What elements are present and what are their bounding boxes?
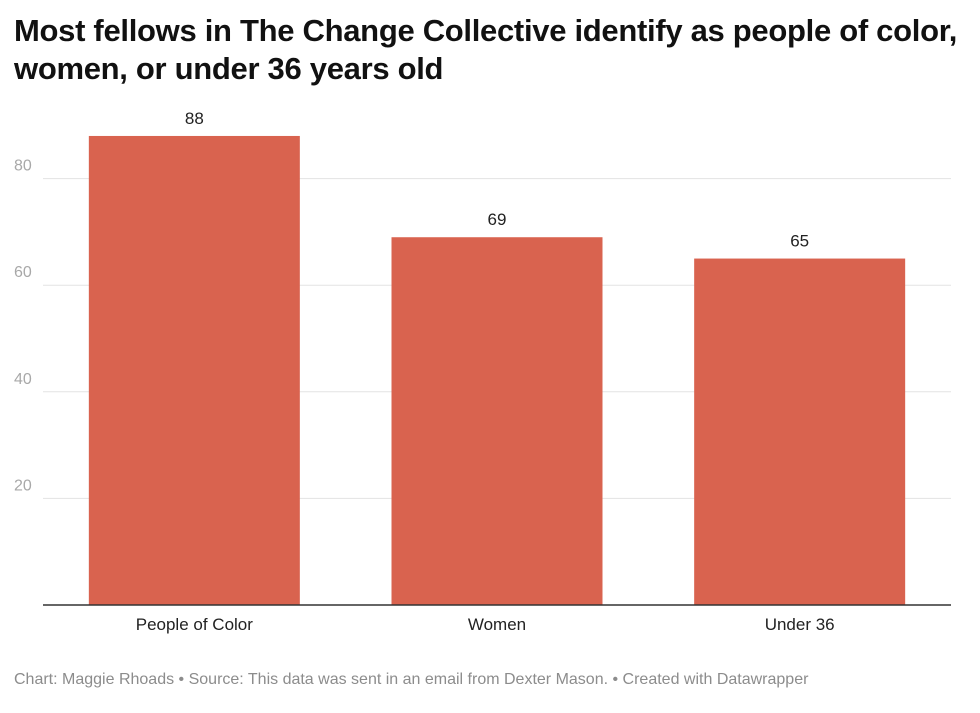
y-tick-label: 20 bbox=[14, 477, 32, 494]
value-labels: 88 69 65 bbox=[185, 109, 809, 251]
source-note: Source: This data was sent in an email f… bbox=[188, 671, 609, 688]
bars bbox=[88, 135, 906, 606]
bar bbox=[88, 135, 300, 605]
bar bbox=[391, 237, 603, 606]
x-category-label: Under 36 bbox=[765, 615, 835, 634]
y-tick-label: 40 bbox=[14, 371, 32, 388]
footer-separator: • bbox=[608, 671, 623, 688]
chart-title: Most fellows in The Change Collective id… bbox=[14, 13, 958, 86]
y-tick-label: 60 bbox=[14, 264, 32, 281]
value-label: 88 bbox=[185, 109, 204, 128]
y-tick-label: 80 bbox=[14, 158, 32, 175]
chart-credit: Chart: Maggie Rhoads bbox=[14, 671, 175, 688]
x-axis-category-labels: People of Color Women Under 36 bbox=[136, 615, 835, 634]
x-category-label: People of Color bbox=[136, 615, 254, 634]
value-label: 65 bbox=[790, 232, 809, 251]
x-category-label: Women bbox=[468, 615, 526, 634]
created-with-note: Created with Datawrapper bbox=[622, 671, 809, 688]
y-axis-ticks: 20 40 60 80 bbox=[14, 158, 32, 495]
chart-footer: Chart: Maggie Rhoads • Source: This data… bbox=[14, 671, 808, 689]
value-label: 69 bbox=[488, 210, 507, 229]
footer-separator: • bbox=[174, 671, 189, 688]
bar bbox=[694, 258, 906, 605]
